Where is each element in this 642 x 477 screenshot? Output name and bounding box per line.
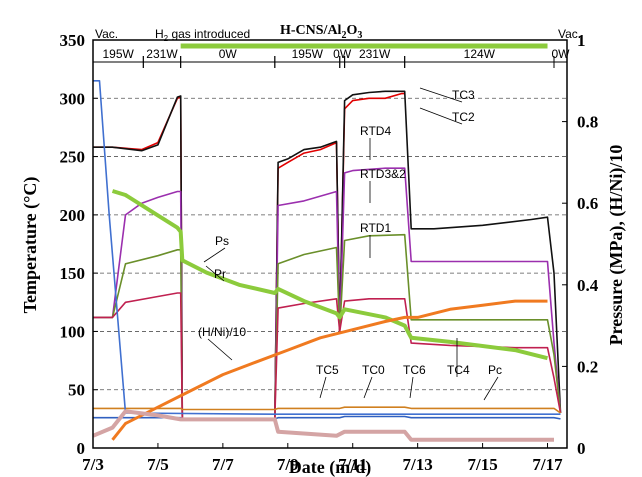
vac-label: Vac.	[95, 27, 118, 41]
phase-label: 0W	[219, 47, 238, 61]
annotation-label: Ps	[215, 234, 229, 248]
annotations: TC3 TC2 RTD4 RTD3&2 RTD1 Ps Pr (H/Ni)/10 TC5 TC0 T…	[198, 87, 502, 401]
annotation-pointer	[483, 376, 499, 401]
y-left-tick-label: 0	[77, 439, 86, 458]
y-axis-right-label: Pressure (MPa), (H/Ni)/10	[606, 145, 627, 346]
annotation-label: TC6	[403, 363, 426, 377]
series-rtd4	[93, 167, 562, 420]
x-tick-label: 7/9	[277, 455, 299, 474]
x-tick-label: 7/7	[212, 455, 234, 474]
vac-label: Vac.	[558, 27, 581, 41]
series-tc3	[93, 92, 405, 420]
y-left-tick-label: 100	[60, 322, 86, 341]
phase-label: 195W	[102, 47, 134, 61]
y-right-tick-label: 0.8	[577, 113, 598, 132]
series-rtd1	[93, 292, 562, 420]
annotation-label: TC3	[452, 88, 475, 102]
x-tick-label: 7/15	[467, 455, 497, 474]
annotation-label: (H/Ni)/10	[198, 325, 246, 339]
annotation-label: TC5	[316, 363, 339, 377]
x-tick-label: 7/5	[147, 455, 169, 474]
y-axis-left-label: Temperature (°C)	[20, 177, 41, 314]
phase-label: 0W	[552, 47, 571, 61]
annotation-label: RTD3&2	[360, 167, 406, 181]
annotation-pointer	[419, 87, 463, 103]
series--h-ni-10	[111, 299, 548, 441]
series-rtd3-2	[93, 233, 562, 420]
y-left-tick-label: 150	[60, 264, 86, 283]
plot-frame	[92, 39, 568, 449]
phase-label: 231W	[359, 47, 391, 61]
x-tick-label: 7/17	[532, 455, 563, 474]
phase-label: 0W	[333, 47, 352, 61]
annotation-label: RTD4	[360, 124, 391, 138]
annotation-pointer	[205, 265, 225, 282]
series-pc	[92, 409, 554, 442]
annotation-pointer	[319, 376, 327, 399]
annotation-label: TC0	[362, 363, 385, 377]
annotation-pointer	[203, 247, 226, 263]
x-tick-label: 7/11	[338, 455, 367, 474]
annotation-pointer	[207, 338, 233, 361]
series-ps	[111, 189, 548, 361]
y-right-tick-label: 0.6	[577, 194, 598, 213]
y-left-tick-label: 300	[60, 89, 86, 108]
annotation-label: RTD1	[360, 221, 391, 235]
series-tc6	[93, 80, 561, 416]
annotation-label: TC2	[452, 110, 475, 124]
axis-ticks: 0 50 100 150 200 250 300 350 0 0.2 0.4 0.6 0.8 1 7/3 7/…	[60, 31, 599, 474]
x-axis-label: Date (m/d)	[289, 457, 371, 477]
grid-lines	[93, 97, 567, 391]
annotation-label: TC4	[447, 363, 470, 377]
phase-label: 195W	[292, 47, 324, 61]
x-tick-label: 7/3	[82, 455, 104, 474]
annotation-label: Pr	[214, 267, 226, 281]
y-left-tick-label: 250	[60, 148, 86, 167]
y-right-tick-label: 0.4	[577, 276, 599, 295]
y-right-tick-label: 0	[577, 439, 586, 458]
y-right-tick-label: 1	[577, 31, 586, 50]
annotation-pointer	[409, 376, 414, 399]
annotation-pointer	[419, 107, 463, 125]
annotation-pointer	[363, 376, 373, 399]
annotation-label: Pc	[488, 363, 502, 377]
y-right-tick-label: 0.2	[577, 357, 598, 376]
x-tick-label: 7/13	[403, 455, 433, 474]
phase-label: 124W	[464, 47, 496, 61]
chart-title: H-CNS/Al2O3	[280, 23, 362, 41]
y-left-tick-label: 50	[68, 381, 85, 400]
phase-label: 231W	[146, 47, 178, 61]
power-phases: 195W 231W 0W 195W 0W 231W 124W 0W Vac. Vac.	[92, 27, 581, 68]
y-left-tick-label: 200	[60, 206, 86, 225]
series-tc5	[93, 406, 561, 414]
y-left-tick-label: 350	[60, 31, 86, 50]
series-layer	[92, 80, 562, 442]
h2-gas-label: H2 gas introduced	[155, 27, 250, 43]
